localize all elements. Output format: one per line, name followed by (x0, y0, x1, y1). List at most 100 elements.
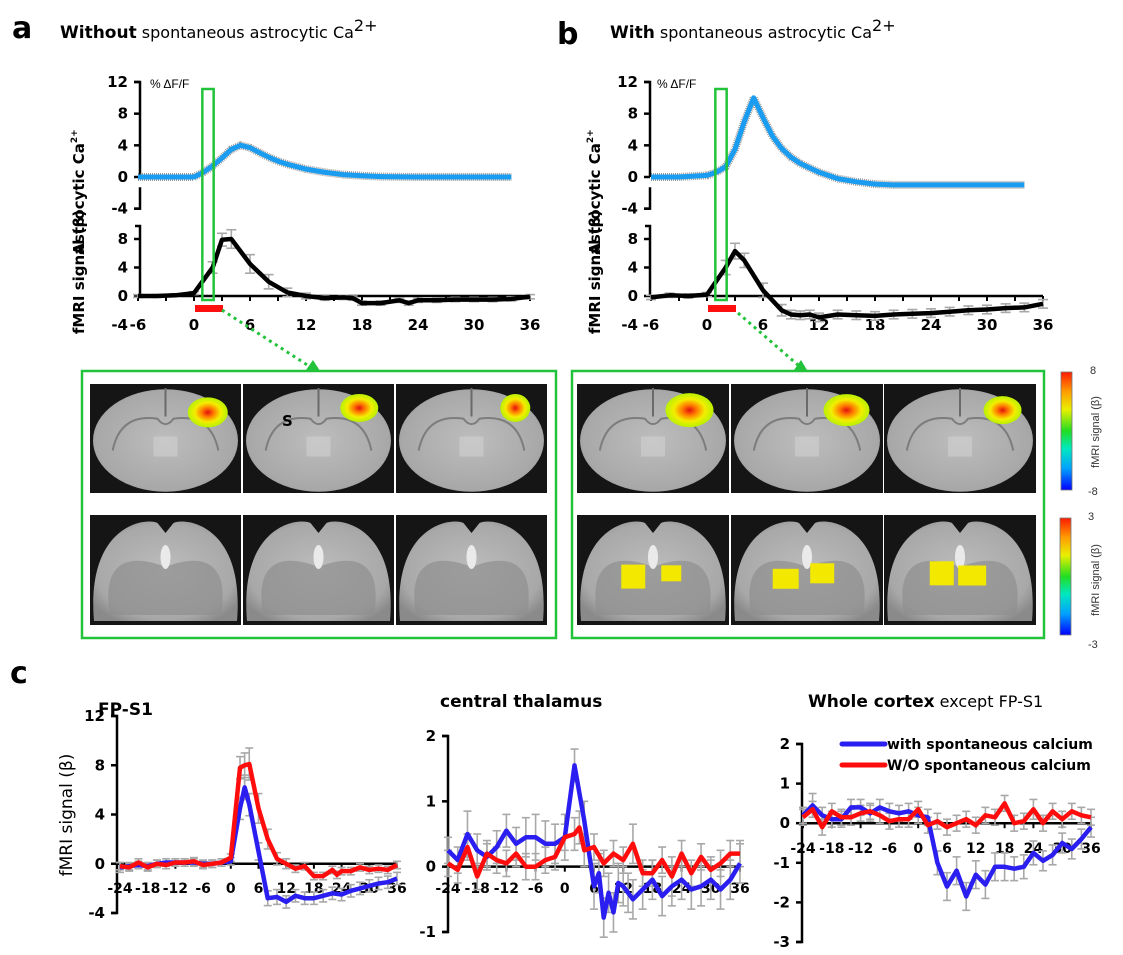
x-tick-label: 18 (304, 881, 323, 897)
corpus-callosum (905, 417, 1015, 451)
ventricle (641, 436, 665, 457)
x-tick-label: -18 (819, 841, 844, 857)
fmri-ylabel-b: fMRI signal (β) (586, 210, 604, 334)
chart-b-calcium: 12 8 4 0 -4 (617, 73, 1025, 218)
y-tick-label: 4 (95, 806, 105, 824)
activation-blob (187, 397, 228, 428)
y-tick-label: 0 (628, 168, 638, 186)
panel-a-title-rest: spontaneous astrocytic Ca (137, 23, 354, 42)
legend-label: W/O spontaneous calcium (887, 758, 1091, 774)
panel-letter-a: a (12, 11, 32, 46)
panel-a: a Without spontaneous astrocytic Ca2+ % … (12, 11, 540, 334)
panel-a-title-sup: 2+ (354, 16, 378, 35)
c-ylabel-text: fMRI signal (β) (57, 754, 77, 877)
y-tick-label: -3 (773, 933, 790, 951)
x-tick-label: -6 (195, 881, 211, 897)
legend-label: with spontaneous calcium (887, 737, 1093, 753)
cortex-title-bold: Whole cortex (808, 692, 935, 712)
y-tick-label: 4 (118, 136, 128, 154)
y-tick-label: 0 (95, 855, 105, 873)
x-tick-label: -12 (848, 841, 873, 857)
panel-letter-b: b (557, 17, 578, 52)
midline-vessel (313, 545, 324, 569)
y-tick-label: 0 (426, 858, 436, 876)
activation-blob (929, 561, 954, 586)
brain-slice (243, 384, 394, 493)
y-axis (134, 80, 142, 177)
chart-a-fmri: 840-4 -6 0 6 12 18 24 30 36 (111, 87, 540, 334)
y-tick-label: -1 (773, 854, 790, 872)
calcium-line (651, 95, 1025, 188)
y-tick-label: -2 (773, 893, 790, 911)
ventricle (948, 436, 972, 457)
ventricle (795, 436, 819, 457)
x-tick-label: 36 (730, 881, 749, 897)
calcium-error-band (651, 93, 1025, 189)
y-tick-label: 12 (84, 707, 105, 725)
y-tick-label: 0 (780, 814, 790, 832)
fmri-ylabel-a: fMRI signal (β) (70, 210, 88, 334)
x-tick-label: 36 (387, 881, 406, 897)
y-tick-label: 8 (118, 230, 128, 248)
fp-s1-title: FP-S1 (98, 700, 153, 720)
ventricle (153, 436, 178, 457)
y-tick-label: -4 (88, 904, 105, 922)
y-axis (135, 224, 142, 296)
ca-ylabel-a-sup: 2+ (70, 129, 80, 143)
y-tick-label: 0 (118, 168, 128, 186)
x-tick-label: 12 (296, 316, 317, 334)
x-tick-label: 6 (245, 316, 255, 334)
corpus-callosum (264, 417, 373, 451)
x-tick-label: 30 (464, 316, 485, 334)
activation-blob (500, 393, 531, 422)
thalamus-region (261, 560, 376, 615)
activation-blob (983, 396, 1022, 425)
chart-c-thalamus: 210-1-24 -18 -12 -6 0 6 12 18 24 30 36 (419, 727, 749, 941)
colorbar-top-gradient (1060, 371, 1073, 491)
y-tick-label: 1 (426, 792, 436, 810)
y-tick-label: 1 (780, 775, 790, 793)
arrow-head-b (794, 360, 807, 370)
without-calcium-line (801, 801, 1092, 830)
ca-ylabel-a: Astrocytic Ca2+ (70, 129, 88, 254)
ventricle (306, 436, 331, 457)
x-tick-label: 18 (865, 316, 886, 334)
highlight-window (201, 87, 215, 302)
y-tick-label: -4 (621, 200, 638, 218)
brain-slice (90, 384, 241, 493)
cortex-title: Whole cortex except FP-S1 (808, 692, 1043, 712)
thalamus-title: central thalamus (440, 692, 602, 712)
y-tick-label: 0 (628, 287, 638, 305)
thalamus-region (414, 560, 529, 615)
x-tick-label: -12 (494, 881, 519, 897)
y-tick-label: -4 (111, 200, 128, 218)
panel-b: b With spontaneous astrocytic Ca2+ % ΔF/… (557, 16, 1053, 334)
without-calcium-line (119, 761, 399, 879)
colorbar-bottom: 3 -3 fMRI signal (β) (1059, 511, 1102, 651)
fmri-ylabel-a-text: fMRI signal (β) (70, 210, 88, 334)
midline-vessel (802, 545, 812, 569)
x-tick-label: -6 (528, 881, 544, 897)
colorbar-bottom-max: 3 (1088, 511, 1094, 523)
x-tick-label: 6 (942, 841, 952, 857)
panel-b-title-bold: With (610, 23, 655, 43)
activation-blob (661, 565, 682, 582)
y-tick-label: -4 (621, 316, 638, 334)
x-tick-label: 6 (254, 881, 264, 897)
calcium-line (138, 142, 512, 180)
chart-c-whole-cortex: 210-1-2-3-24 -18 -12 -6 0 6 12 18 24 30 36 (773, 735, 1100, 951)
fmri-line (138, 236, 531, 306)
arrow-head-a (306, 360, 320, 371)
y-tick-label: 8 (118, 105, 128, 123)
y-tick-label: 4 (628, 259, 638, 277)
x-tick-label: 24 (408, 316, 429, 334)
brain-slice (396, 515, 547, 625)
thalamus-region (108, 560, 223, 615)
x-tick-label: -18 (135, 881, 160, 897)
y-axis-lower (134, 187, 142, 210)
y-tick-label: -1 (419, 923, 436, 941)
stimulus-bar (195, 305, 223, 312)
x-tick-label: 30 (977, 316, 998, 334)
brain-slice (90, 515, 241, 625)
s1-region-label: S (282, 412, 293, 430)
